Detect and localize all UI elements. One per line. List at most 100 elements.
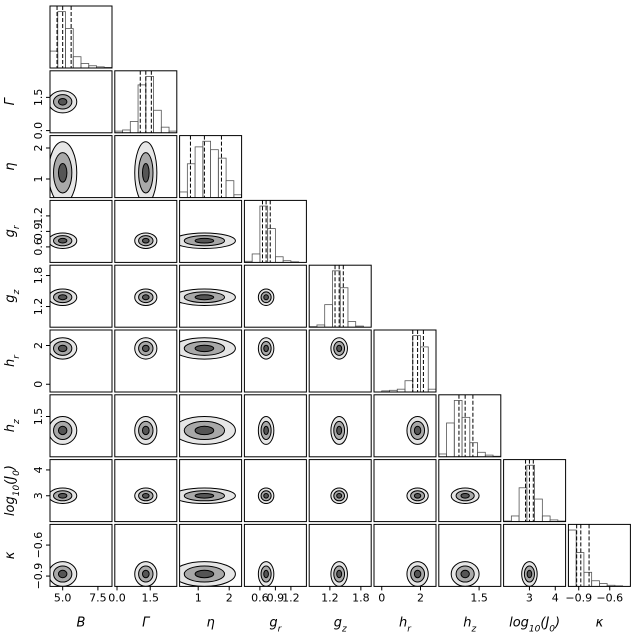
panel-frame bbox=[179, 199, 243, 263]
density-contour bbox=[141, 425, 150, 436]
panel bbox=[450, 561, 480, 587]
hist-bar bbox=[583, 571, 593, 587]
panel bbox=[257, 337, 275, 360]
panel-frame bbox=[49, 199, 113, 263]
x-tick-label: 0.9 bbox=[267, 591, 285, 604]
x-tick-label: 0.6 bbox=[251, 591, 269, 604]
x-tick-label: 3 bbox=[526, 591, 533, 604]
panel bbox=[179, 561, 236, 587]
panel-frame bbox=[243, 264, 307, 328]
panel bbox=[134, 416, 158, 445]
density-contour bbox=[194, 294, 215, 301]
panel-frame bbox=[49, 523, 113, 587]
hist-bar bbox=[210, 149, 219, 198]
panel-frame bbox=[179, 394, 243, 458]
label-part: 10 bbox=[529, 624, 541, 634]
label-part: Γ bbox=[3, 96, 18, 105]
y-tick-label: 0 bbox=[32, 381, 45, 388]
hist-bar bbox=[510, 515, 520, 522]
x-tick-label: 0 bbox=[378, 591, 385, 604]
x-tick-label: 5.0 bbox=[54, 591, 72, 604]
label-part: z bbox=[341, 624, 347, 634]
x-tick-label: 1 bbox=[195, 591, 202, 604]
hist-bar bbox=[50, 50, 59, 68]
label-part: κ bbox=[3, 551, 18, 559]
panel-frame bbox=[243, 523, 307, 587]
hist-bar bbox=[469, 442, 478, 457]
hist-bar bbox=[194, 146, 204, 198]
x-tick-label: 7.5 bbox=[89, 591, 107, 604]
panel bbox=[257, 288, 275, 307]
label-part: B bbox=[77, 615, 86, 630]
hist-bar bbox=[446, 422, 455, 457]
axis-label: gr bbox=[269, 615, 282, 634]
label-part: 10 bbox=[12, 485, 22, 497]
hist-bar bbox=[427, 388, 436, 392]
panel-frame bbox=[308, 264, 372, 328]
y-tick-label: 3 bbox=[32, 492, 45, 499]
hist-bar bbox=[347, 321, 357, 328]
x-tick-label: 4 bbox=[552, 591, 559, 604]
axis-label: gr bbox=[3, 224, 22, 237]
density-contour bbox=[413, 425, 422, 436]
density-contour bbox=[141, 569, 150, 579]
panel bbox=[114, 70, 177, 133]
panel bbox=[330, 337, 348, 360]
panel bbox=[50, 90, 78, 114]
hist-bar bbox=[568, 529, 577, 587]
panel-frame bbox=[114, 135, 178, 199]
label-part: η bbox=[206, 615, 214, 630]
hist-bar bbox=[274, 256, 284, 263]
panel-frame bbox=[308, 459, 372, 523]
y-tick-label: 1.2 bbox=[32, 298, 45, 316]
hist-bar bbox=[186, 163, 196, 198]
panel bbox=[406, 416, 429, 445]
hist-bar bbox=[179, 191, 188, 198]
hist-bar bbox=[404, 380, 414, 392]
hist-bar bbox=[251, 253, 261, 263]
hist-bar bbox=[420, 346, 429, 392]
label-part: (J bbox=[540, 615, 549, 630]
label-part: r bbox=[278, 624, 283, 634]
density-contour bbox=[413, 492, 422, 499]
hist-bar bbox=[129, 121, 139, 133]
panel-frame bbox=[373, 523, 437, 587]
density-contour bbox=[263, 569, 269, 579]
panel-frame bbox=[49, 5, 113, 69]
label-part: h bbox=[399, 615, 407, 630]
y-tick-label: 1.8 bbox=[32, 267, 45, 285]
y-tick-label: 1 bbox=[32, 176, 45, 183]
panel-frame bbox=[49, 264, 113, 328]
axis-label: gz bbox=[334, 615, 347, 634]
label-part: r bbox=[12, 224, 22, 229]
panel bbox=[134, 337, 158, 360]
hist-bar bbox=[534, 498, 543, 522]
axis-label: gz bbox=[3, 289, 22, 302]
hist-bar bbox=[591, 580, 600, 587]
density-contour bbox=[57, 237, 68, 244]
label-part: κ bbox=[596, 615, 604, 630]
density-contour bbox=[263, 344, 269, 353]
label-part: h bbox=[463, 615, 471, 630]
density-contour bbox=[57, 344, 68, 353]
axis-label: hr bbox=[399, 615, 412, 634]
hist-bar bbox=[137, 84, 147, 133]
panel-frame bbox=[114, 70, 178, 134]
density-contour bbox=[263, 294, 269, 301]
axis-label: hz bbox=[463, 615, 476, 634]
hist-bar bbox=[72, 56, 82, 68]
hist-bar bbox=[575, 552, 585, 587]
panel bbox=[179, 135, 242, 198]
x-tick-label: 1.2 bbox=[321, 591, 339, 604]
panel bbox=[179, 487, 236, 505]
panel-frame bbox=[373, 394, 437, 458]
y-tick-label: 0.6 bbox=[32, 238, 45, 256]
panel-frame bbox=[179, 459, 243, 523]
panel bbox=[50, 337, 78, 360]
panel-frame bbox=[243, 459, 307, 523]
x-tick-label: −0.9 bbox=[565, 591, 592, 604]
hist-bar bbox=[412, 335, 421, 392]
panel bbox=[438, 394, 501, 457]
label-part: 0 bbox=[549, 624, 555, 634]
panel bbox=[134, 561, 158, 587]
